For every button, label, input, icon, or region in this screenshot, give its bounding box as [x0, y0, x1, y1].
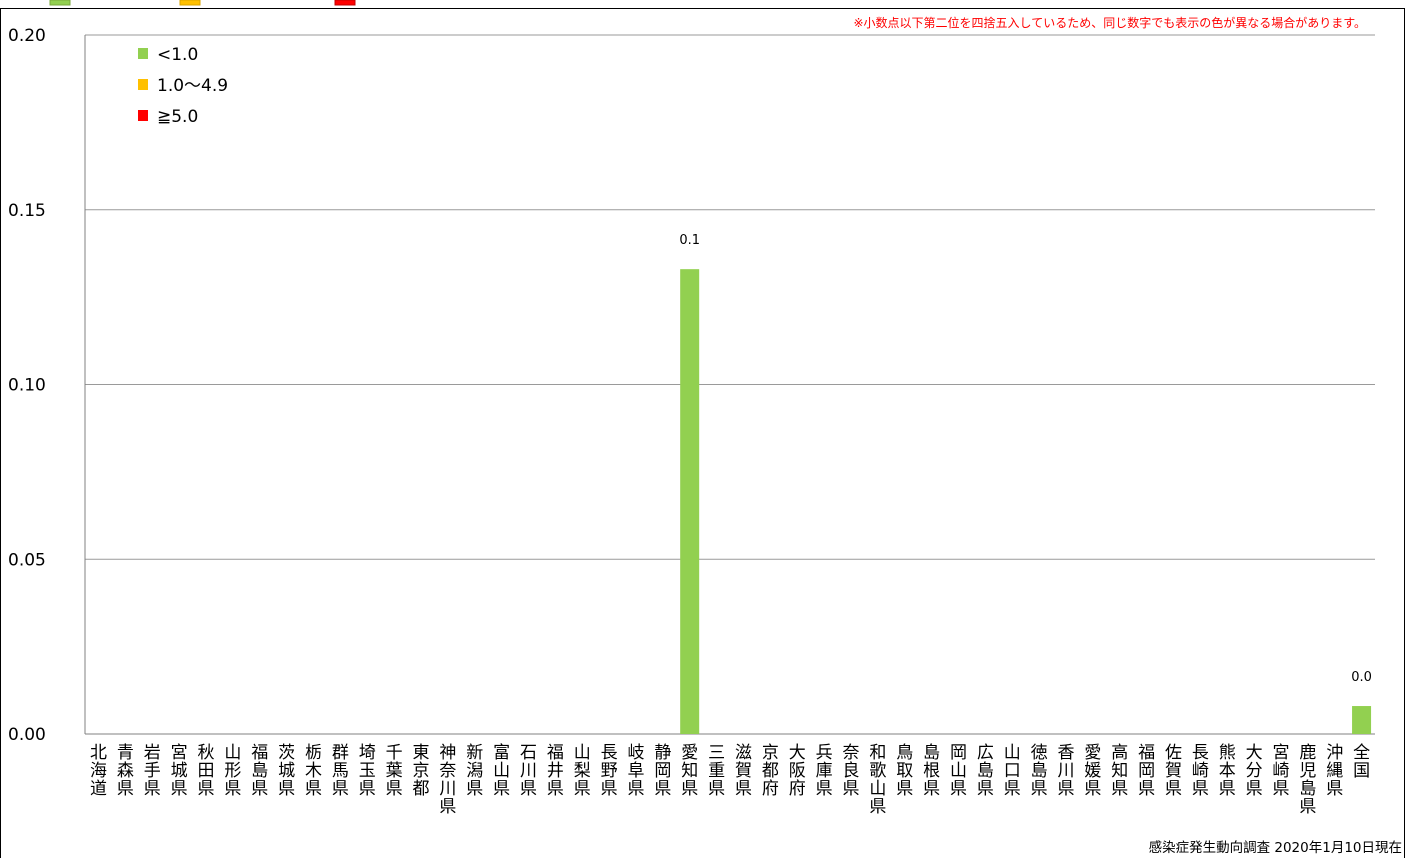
category-label-岐阜県: 岐阜県	[627, 743, 644, 799]
category-label-北海道: 北海道	[90, 743, 107, 799]
category-label-神奈川県: 神奈川県	[439, 743, 456, 817]
y-tick-label-0.15: 0.15	[8, 201, 46, 221]
x-axis-categories: 北海道青森県岩手県宮城県秋田県山形県福島県茨城県栃木県群馬県埼玉県千葉県東京都神…	[90, 743, 1370, 817]
category-label-茨城県: 茨城県	[278, 743, 295, 799]
category-label-岩手県: 岩手県	[144, 743, 161, 799]
category-label-沖縄県: 沖縄県	[1326, 743, 1343, 799]
category-label-京都府: 京都府	[762, 743, 779, 799]
category-label-鳥取県: 鳥取県	[896, 743, 913, 799]
category-label-島根県: 島根県	[923, 743, 940, 799]
category-label-大分県: 大分県	[1246, 743, 1263, 799]
data-label-愛知県: 0.1	[679, 233, 700, 248]
gridlines	[84, 34, 1375, 735]
category-label-福井県: 福井県	[547, 743, 564, 799]
legend-swatch-1	[138, 79, 148, 90]
category-label-鹿児島県: 鹿児島県	[1299, 743, 1316, 817]
legend-swatch-2	[138, 110, 148, 121]
category-label-栃木県: 栃木県	[305, 743, 322, 799]
bar-愛知県	[680, 269, 700, 734]
category-label-千葉県: 千葉県	[386, 743, 403, 799]
top-legend-fragments	[0, 0, 400, 8]
category-label-全国: 全国	[1353, 743, 1370, 781]
category-label-福島県: 福島県	[251, 743, 268, 799]
category-label-三重県: 三重県	[708, 743, 725, 799]
y-tick-label-0.00: 0.00	[8, 725, 46, 745]
chart-frame	[0, 8, 1405, 858]
data-label-全国: 0.0	[1351, 670, 1372, 685]
category-label-宮崎県: 宮崎県	[1272, 743, 1289, 799]
bar-全国	[1352, 706, 1372, 734]
category-label-徳島県: 徳島県	[1031, 743, 1048, 799]
legend-label-2: ≧5.0	[157, 107, 198, 127]
y-tick-label-0.10: 0.10	[8, 376, 46, 396]
category-label-山口県: 山口県	[1004, 743, 1021, 799]
category-label-長野県: 長野県	[601, 743, 618, 799]
category-label-秋田県: 秋田県	[197, 743, 214, 799]
category-label-群馬県: 群馬県	[332, 743, 349, 799]
category-label-青森県: 青森県	[117, 743, 134, 799]
category-label-山梨県: 山梨県	[574, 743, 591, 799]
category-label-愛知県: 愛知県	[681, 743, 698, 799]
category-label-石川県: 石川県	[520, 743, 537, 799]
y-tick-label-0.05: 0.05	[8, 550, 46, 570]
category-label-大阪府: 大阪府	[789, 743, 806, 799]
category-label-山形県: 山形県	[224, 743, 241, 799]
rounding-note: ※小数点以下第二位を四捨五入しているため、同じ数字でも表示の色が異なる場合があり…	[854, 15, 1367, 30]
category-label-岡山県: 岡山県	[950, 743, 967, 799]
legend-swatch-0	[138, 48, 148, 59]
category-label-福岡県: 福岡県	[1138, 743, 1155, 799]
category-label-富山県: 富山県	[493, 743, 510, 799]
legend-label-0: <1.0	[157, 45, 198, 65]
category-label-滋賀県: 滋賀県	[735, 743, 752, 799]
category-label-和歌山県: 和歌山県	[869, 743, 886, 817]
bars	[680, 269, 1372, 734]
category-label-熊本県: 熊本県	[1219, 743, 1236, 799]
category-label-新潟県: 新潟県	[466, 743, 483, 799]
legend-label-1: 1.0～4.9	[157, 76, 228, 96]
category-label-長崎県: 長崎県	[1192, 743, 1209, 799]
category-label-埼玉県: 埼玉県	[359, 743, 376, 799]
category-label-佐賀県: 佐賀県	[1165, 743, 1182, 799]
category-label-東京都: 東京都	[412, 743, 429, 799]
legend: <1.0 1.0～4.9 ≧5.0	[138, 45, 228, 127]
y-axis-ticks: 0.00 0.05 0.10 0.15 0.20	[8, 26, 46, 745]
source-caption: 感染症発生動向調査 2020年1月10日現在	[1149, 839, 1402, 856]
category-label-静岡県: 静岡県	[654, 743, 671, 799]
category-label-広島県: 広島県	[977, 743, 994, 799]
category-label-奈良県: 奈良県	[842, 743, 859, 799]
category-label-宮城県: 宮城県	[171, 743, 188, 799]
y-tick-label-0.20: 0.20	[8, 26, 46, 46]
category-label-香川県: 香川県	[1057, 743, 1074, 799]
data-labels: 0.1 0.0	[679, 233, 1372, 685]
category-label-高知県: 高知県	[1111, 743, 1128, 799]
category-label-愛媛県: 愛媛県	[1084, 743, 1101, 799]
category-label-兵庫県: 兵庫県	[816, 743, 833, 799]
